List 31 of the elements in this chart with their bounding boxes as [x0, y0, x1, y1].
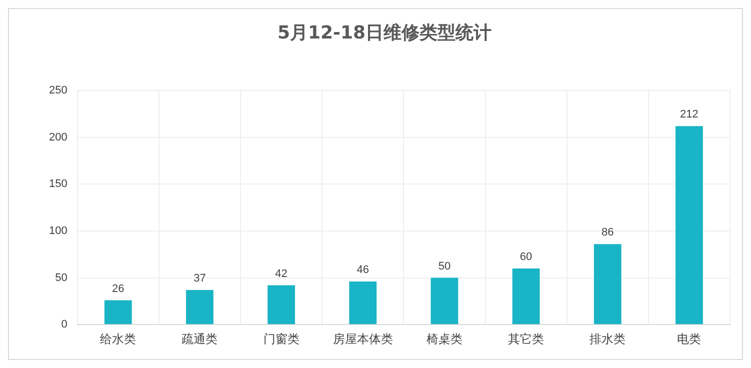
data-label: 50 — [438, 260, 451, 272]
bar — [349, 282, 377, 324]
bar — [104, 300, 132, 324]
bar — [186, 290, 214, 324]
data-label: 60 — [520, 250, 532, 263]
x-tick-label: 房屋本体类 — [332, 332, 393, 346]
y-tick-label: 250 — [48, 84, 68, 97]
x-tick-label: 其它类 — [508, 332, 544, 346]
x-tick-label: 排水类 — [590, 332, 626, 346]
x-tick-label: 电类 — [677, 332, 702, 346]
chart-title: 5月12-18日维修类型统计 — [277, 22, 492, 44]
y-tick-label: 150 — [48, 178, 68, 190]
data-label: 26 — [112, 282, 124, 295]
bar — [512, 268, 540, 324]
x-tick-label: 门窗类 — [263, 332, 300, 346]
y-tick-label: 0 — [61, 318, 68, 331]
bar — [676, 126, 703, 324]
y-tick-label: 50 — [55, 272, 68, 284]
y-tick-label: 200 — [48, 131, 68, 144]
x-tick-label: 疏通类 — [182, 332, 218, 346]
x-tick-label: 椅桌类 — [426, 332, 462, 346]
data-label: 212 — [680, 108, 698, 121]
y-tick-label: 100 — [48, 225, 68, 238]
data-label: 86 — [602, 226, 614, 239]
data-label: 42 — [275, 268, 288, 280]
data-label: 46 — [356, 264, 370, 276]
bar — [430, 278, 458, 324]
data-label: 37 — [194, 272, 206, 284]
bar — [594, 244, 622, 324]
x-tick-label: 给水类 — [100, 332, 136, 346]
bar — [268, 285, 296, 324]
